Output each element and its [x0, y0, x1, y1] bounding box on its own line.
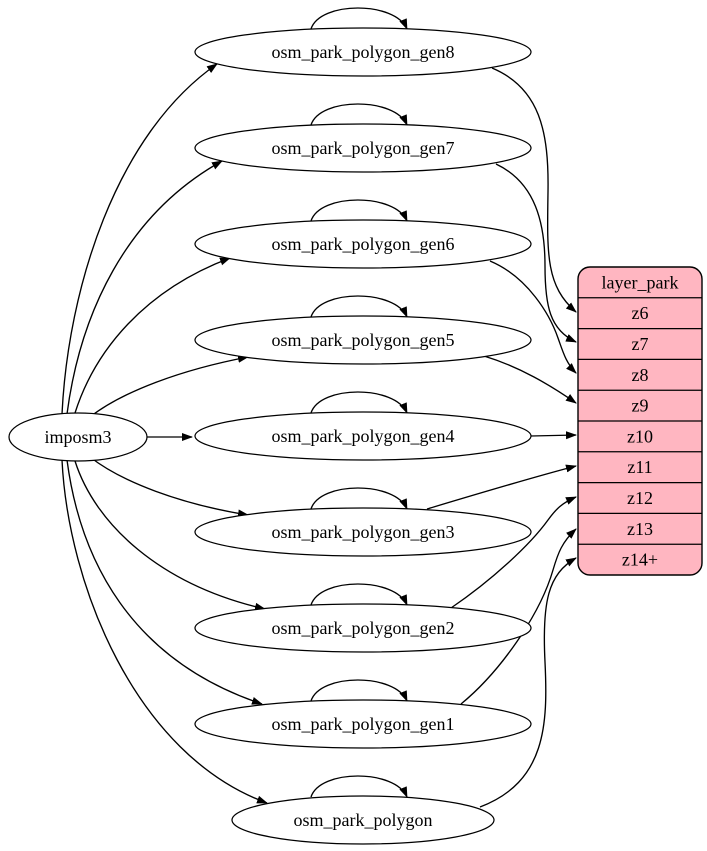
- record-row-label-z14+: z14+: [622, 550, 658, 570]
- edge-imposm3-to-osm_park_polygon_gen3: [89, 456, 249, 518]
- edge-imposm3-to-osm_park_polygon: [61, 459, 268, 804]
- table-node-label: osm_park_polygon_gen1: [272, 714, 455, 734]
- table-node-label: osm_park_polygon_gen2: [272, 618, 455, 638]
- table-node-label: osm_park_polygon: [294, 810, 433, 830]
- table-node-ellipse: [194, 315, 532, 365]
- node-osm_park_polygon_gen3: osm_park_polygon_gen3: [194, 507, 532, 557]
- record-row-label-z6: z6: [632, 303, 649, 323]
- source-node-ellipse: [8, 412, 148, 462]
- self-loop-edge-osm_park_polygon_gen6: [310, 199, 408, 222]
- source-node-label: imposm3: [44, 427, 111, 447]
- table-node-label: osm_park_polygon_gen6: [272, 234, 455, 254]
- table-node-label: osm_park_polygon_gen5: [272, 330, 455, 350]
- node-osm_park_polygon_gen1: osm_park_polygon_gen1: [194, 699, 532, 749]
- edge-osm_park_polygon_gen6-to-z8: [489, 260, 577, 374]
- table-node-ellipse: [194, 123, 532, 173]
- edge-osm_park_polygon_gen5-to-z9: [483, 355, 577, 404]
- node-osm_park_polygon: osm_park_polygon: [231, 795, 495, 845]
- record-layer: layer_park z6 z7 z8 z9 z10 z11 z12 z13 z14+: [577, 266, 703, 576]
- node-osm_park_polygon_gen5: osm_park_polygon_gen5: [194, 315, 532, 365]
- table-node-ellipse: [194, 27, 532, 77]
- record-row-label-z10: z10: [627, 426, 653, 446]
- table-node-ellipse: [194, 507, 532, 557]
- edges-layer: [61, 7, 577, 808]
- table-node-label: osm_park_polygon_gen8: [272, 42, 455, 62]
- node-osm_park_polygon_gen2: osm_park_polygon_gen2: [194, 603, 532, 653]
- edge-osm_park_polygon_gen2-to-z12: [450, 496, 577, 609]
- edge-osm_park_polygon_gen3-to-z11: [426, 464, 577, 510]
- table-node-label: osm_park_polygon_gen7: [272, 138, 455, 158]
- self-loop-edge-osm_park_polygon_gen1: [310, 679, 408, 702]
- node-osm_park_polygon_gen4: osm_park_polygon_gen4: [194, 411, 532, 461]
- record-title: layer_park: [602, 272, 679, 292]
- edge-imposm3-to-osm_park_polygon_gen8: [61, 63, 218, 415]
- self-loop-edge-osm_park_polygon_gen7: [310, 103, 408, 126]
- table-node-label: osm_park_polygon_gen4: [272, 426, 455, 446]
- self-loop-edge-osm_park_polygon_gen4: [310, 391, 408, 414]
- self-loop-edge-osm_park_polygon_gen3: [310, 487, 408, 510]
- record-row-label-z11: z11: [627, 457, 652, 477]
- table-node-label: osm_park_polygon_gen3: [272, 522, 455, 542]
- edge-osm_park_polygon_gen1-to-z13: [460, 528, 577, 705]
- self-loop-edge-osm_park_polygon_gen2: [310, 583, 408, 606]
- edge-imposm3-to-osm_park_polygon_gen6: [74, 257, 231, 414]
- edge-osm_park_polygon_gen7-to-z7: [495, 163, 577, 343]
- table-node-ellipse: [194, 603, 532, 653]
- edge-imposm3-to-osm_park_polygon_gen5: [89, 354, 249, 418]
- edge-imposm3-to-osm_park_polygon_gen1: [66, 459, 263, 705]
- record-row-label-z9: z9: [632, 396, 649, 416]
- record-row-label-z12: z12: [627, 488, 653, 508]
- self-loop-edge-osm_park_polygon: [310, 775, 408, 798]
- edge-osm_park_polygon-to-z14+: [479, 557, 577, 808]
- table-node-ellipse: [231, 795, 495, 845]
- edge-osm_park_polygon_gen4-to-z10: [530, 431, 577, 440]
- record-row-label-z8: z8: [632, 365, 649, 385]
- table-node-ellipse: [194, 411, 532, 461]
- node-osm_park_polygon_gen7: osm_park_polygon_gen7: [194, 123, 532, 173]
- table-node-ellipse: [194, 699, 532, 749]
- node-osm_park_polygon_gen8: osm_park_polygon_gen8: [194, 27, 532, 77]
- node-imposm3: imposm3: [8, 412, 148, 462]
- edge-imposm3-to-osm_park_polygon_gen2: [74, 460, 266, 611]
- self-loop-edge-osm_park_polygon_gen5: [310, 295, 408, 318]
- edge-osm_park_polygon_gen8-to-z6: [491, 67, 577, 313]
- node-osm_park_polygon_gen6: osm_park_polygon_gen6: [194, 219, 532, 269]
- self-loop-edge-osm_park_polygon_gen8: [310, 7, 408, 30]
- record-row-label-z7: z7: [632, 334, 649, 354]
- table-node-ellipse: [194, 219, 532, 269]
- record-row-label-z13: z13: [627, 519, 653, 539]
- nodes-layer: osm_park_polygon_gen8 osm_park_polygon_ge…: [8, 27, 532, 845]
- edge-imposm3-to-osm_park_polygon_gen7: [66, 160, 223, 415]
